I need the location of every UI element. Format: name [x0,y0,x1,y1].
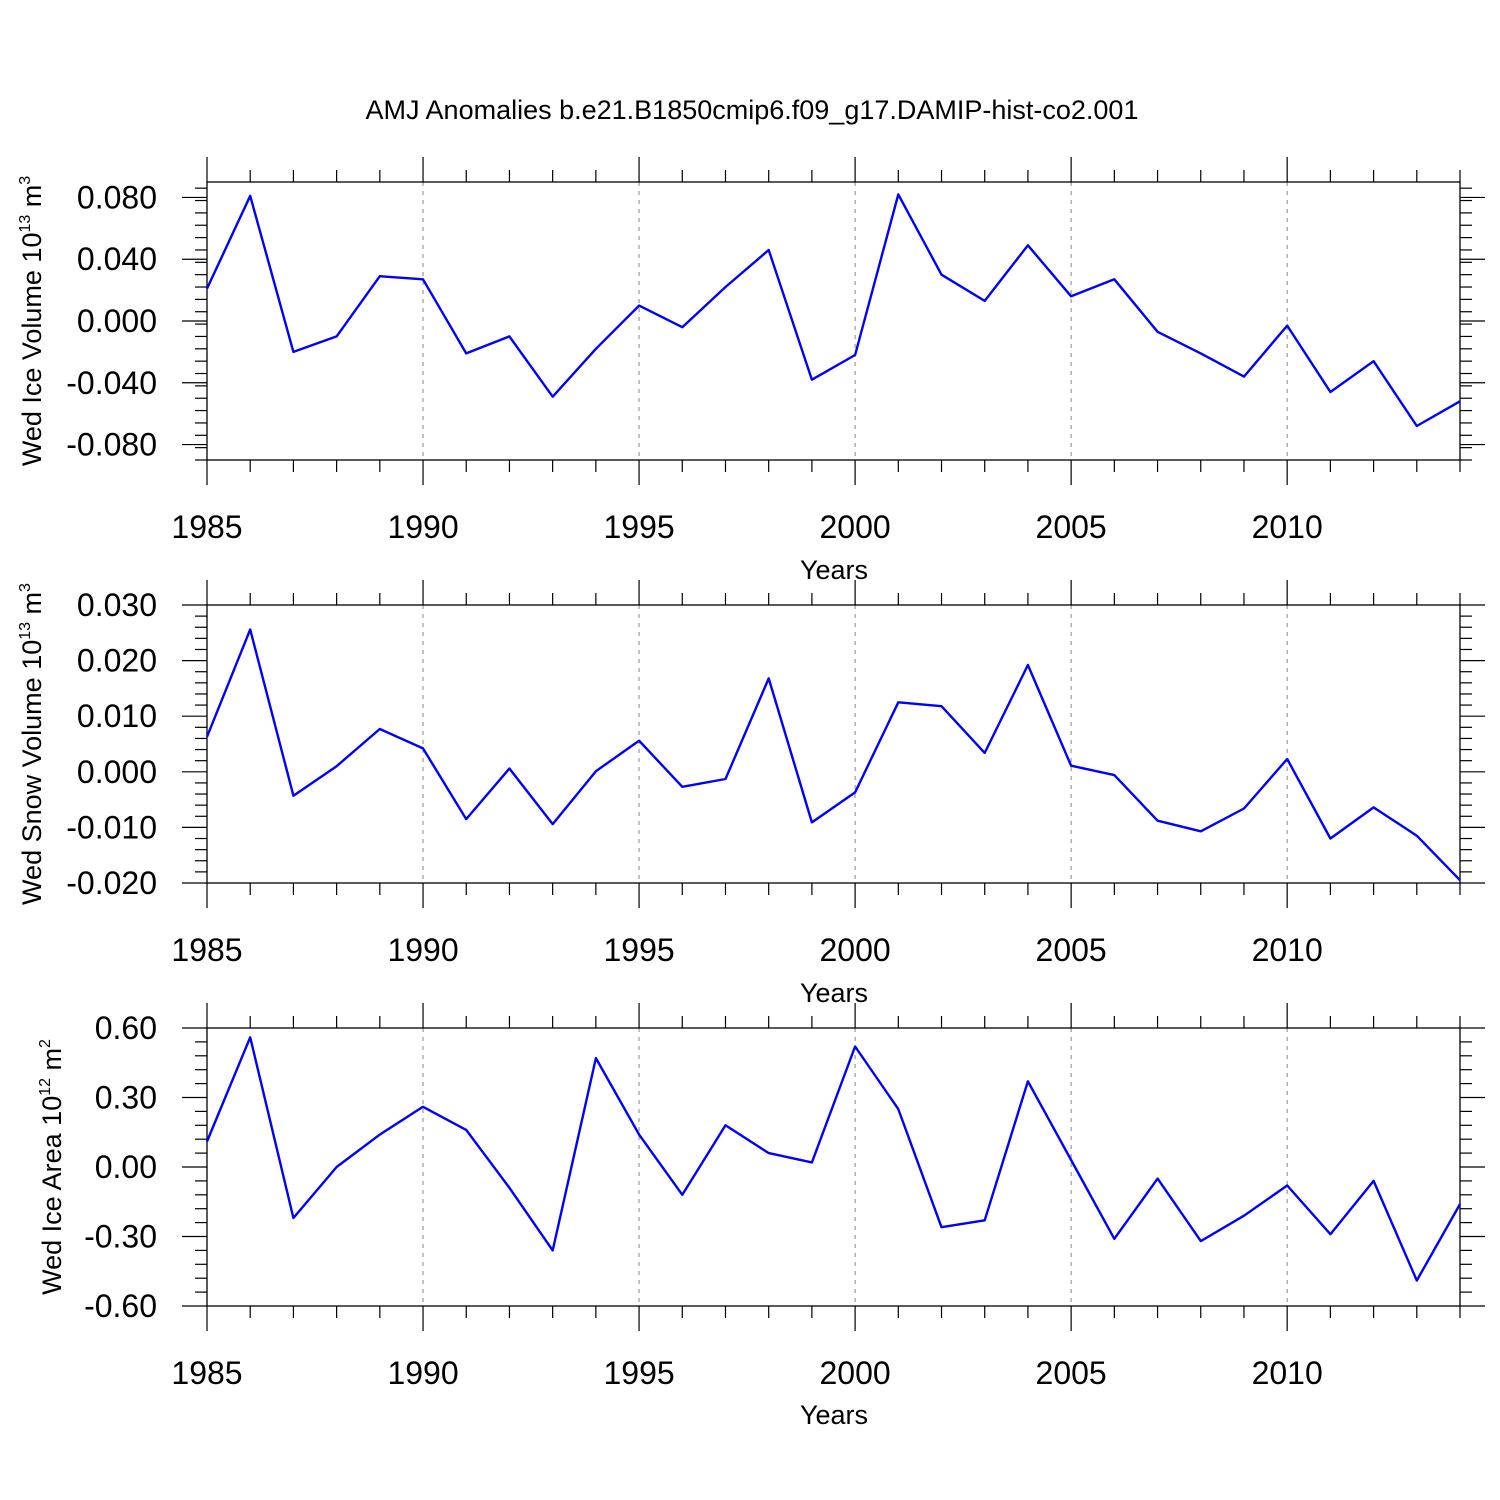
x-tick-label: 2010 [1252,932,1323,968]
y-axis-title: Wed Ice Volume 1013 m3 [17,176,47,466]
y-tick-label: 0.000 [77,303,157,339]
y-tick-label: 0.080 [77,179,157,215]
x-tick-label: 1985 [171,1355,242,1391]
x-tick-label: 2005 [1036,1355,1107,1391]
series-line [205,1036,1462,1282]
y-tick-label: -0.30 [84,1219,157,1255]
y-tick-label: -0.080 [66,427,157,463]
y-tick-label: 0.000 [77,754,157,790]
y-tick-label: 0.00 [95,1149,157,1185]
x-tick-label: 2000 [820,509,891,545]
y-axis-title: Wed Snow Volume 1013 m3 [17,583,47,905]
panel-2: 1985 1990 1995 2000 2005 2010 Years -0.020 -0.01… [17,580,1485,1008]
y-axis-title: Wed Ice Area 1012 m2 [37,1039,67,1295]
plot-frame [206,181,1461,461]
y-tick-label: -0.60 [84,1288,157,1324]
x-axis-title: Years [800,978,868,1008]
x-tick-label: 2010 [1252,1355,1323,1391]
x-tick-label: 2010 [1252,509,1323,545]
y-tick-label: 0.30 [95,1080,157,1116]
x-tick-label: 1985 [171,509,242,545]
y-tick-label: 0.020 [77,643,157,679]
y-tick-label: 0.010 [77,698,157,734]
x-tick-label: 2005 [1036,509,1107,545]
y-tick-label: 0.030 [77,587,157,623]
y-tick-label: -0.010 [66,809,157,845]
x-tick-label: 1990 [387,932,458,968]
x-tick-label: 2000 [820,1355,891,1391]
plot-frame [206,1027,1461,1307]
y-tick-label: -0.040 [66,365,157,401]
figure-title: AMJ Anomalies b.e21.B1850cmip6.f09_g17.D… [366,95,1139,125]
panel-1: 1985 1990 1995 2000 2005 2010 Years -0.080 -0.04… [17,157,1485,585]
y-tick-label: 0.60 [95,1010,157,1046]
x-tick-label: 1995 [603,509,674,545]
x-tick-label: 1990 [387,509,458,545]
x-tick-label: 1985 [171,932,242,968]
x-axis-title: Years [800,555,868,585]
x-tick-label: 1995 [603,932,674,968]
x-axis-title: Years [800,1400,868,1430]
y-tick-label: 0.040 [77,241,157,277]
x-tick-label: 1990 [387,1355,458,1391]
x-tick-label: 2000 [820,932,891,968]
plot-frame [206,604,1461,884]
x-tick-label: 1995 [603,1355,674,1391]
y-tick-label: -0.020 [66,865,157,901]
panel-3: 1985 1990 1995 2000 2005 2010 Years -0.60 -0.30 0… [37,1003,1485,1430]
series-line [205,193,1461,428]
series-line [205,628,1461,882]
x-tick-label: 2005 [1036,932,1107,968]
